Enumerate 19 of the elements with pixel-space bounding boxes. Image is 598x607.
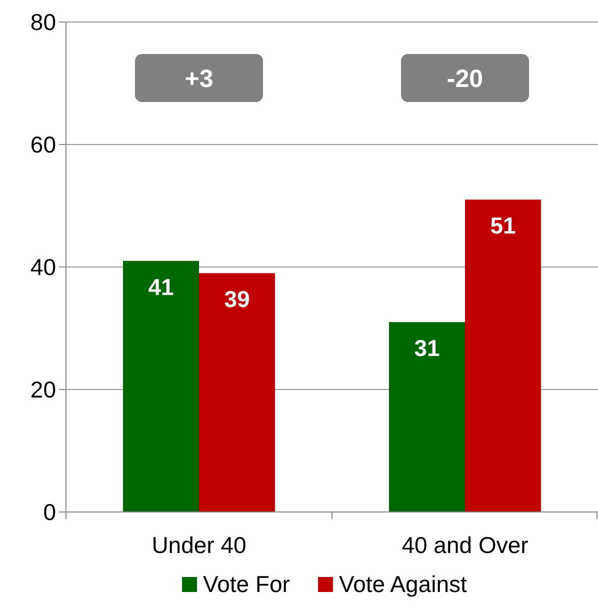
legend-label: Vote For <box>203 571 290 597</box>
annotation: -20 <box>446 64 484 93</box>
y-tick-label: 40 <box>30 254 56 280</box>
bar <box>465 200 541 512</box>
legend-label: Vote Against <box>339 571 468 597</box>
x-tick-label: Under 40 <box>152 532 246 558</box>
data-label: 31 <box>414 335 440 362</box>
bar <box>389 322 465 512</box>
y-tick-label: 60 <box>30 132 56 158</box>
bar <box>199 273 275 512</box>
y-tick-label: 20 <box>30 376 56 403</box>
data-label: 41 <box>148 274 174 300</box>
annotation: +3 <box>184 64 214 93</box>
data-label: 51 <box>490 212 516 239</box>
y-tick-label: 0 <box>43 499 56 526</box>
y-tick-label: 80 <box>30 9 56 36</box>
bar <box>123 260 199 512</box>
x-tick-label: 40 and Over <box>402 532 529 558</box>
data-label: 39 <box>224 286 250 312</box>
